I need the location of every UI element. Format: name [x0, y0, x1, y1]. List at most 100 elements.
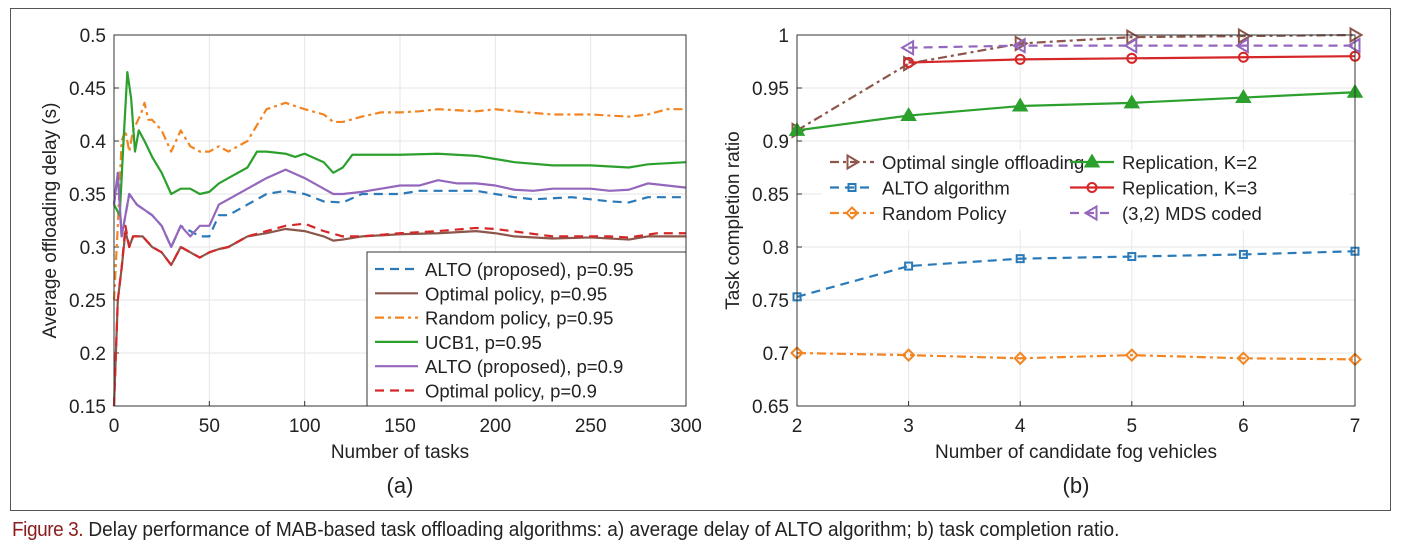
data-point-circle [903, 57, 915, 69]
series-2 [112, 101, 686, 301]
data-point-triangle-up [1011, 97, 1029, 112]
x-tick-label: 200 [479, 416, 511, 437]
series-5 [112, 222, 686, 407]
x-tick-label: 50 [199, 416, 220, 437]
legend-entry: Replication, K=3 [1122, 178, 1257, 199]
data-point-triangle-up [1235, 89, 1252, 104]
data-point-triangle-up [1123, 94, 1141, 109]
legend-entry: Replication, K=2 [1122, 152, 1257, 173]
data-point-diamond [845, 206, 859, 220]
y-tick-label: 0.65 [752, 397, 789, 418]
data-point-square [1127, 252, 1137, 262]
series-3 [788, 83, 1364, 136]
panel-label: (a) [387, 473, 414, 498]
y-tick-label: 1 [778, 26, 789, 47]
caption-label: Figure 3. [12, 518, 84, 541]
legend: ALTO (proposed), p=0.95 Optimal policy, p… [366, 251, 687, 407]
series-line [112, 168, 687, 249]
y-axis-label: Task completion ratio [723, 131, 744, 309]
y-tick-label: 0.75 [752, 291, 789, 312]
y-tick-label: 0.8 [763, 238, 789, 259]
axes-box [796, 34, 1356, 407]
x-tick-label: 5 [1127, 416, 1138, 437]
data-point-square [847, 183, 857, 192]
data-point-triangle-left [1346, 37, 1361, 54]
series-line [796, 33, 1356, 132]
chart-a: 0 50 100 150 200 250 300 0.15 0.2 0.25 0.3 0.35 0.4 0… [40, 26, 702, 498]
series-line [796, 351, 1356, 361]
x-tick-label: 6 [1238, 416, 1249, 437]
series-4 [112, 168, 687, 249]
data-point-triangle-right [846, 153, 861, 171]
series-line [113, 70, 687, 217]
data-point-square [1015, 254, 1025, 264]
y-tick-label: 0.95 [752, 79, 789, 100]
data-point-triangle-left [1011, 37, 1026, 54]
legend-entry: Optimal policy, p=0.95 [425, 283, 607, 304]
y-tick-label: 0.15 [69, 397, 106, 418]
caption-text: Delay performance of MAB-based task offl… [83, 518, 1120, 541]
legend-box [822, 150, 1350, 230]
series-4 [903, 50, 1361, 69]
figure: 0 50 100 150 200 250 300 0.15 0.2 0.25 0.3 0.35 0.4 0… [40, 26, 1364, 498]
x-tick-label: 100 [289, 416, 321, 437]
legend-entry: Random policy, p=0.95 [425, 308, 613, 329]
y-tick-label: 0.35 [69, 185, 106, 206]
series-line [908, 55, 1356, 64]
data-point-triangle-left [900, 39, 915, 56]
data-point-circle [1014, 53, 1026, 65]
data-point-diamond [1236, 351, 1251, 366]
data-point-diamond [901, 348, 916, 363]
legend-box [366, 251, 687, 407]
series-group [112, 70, 687, 407]
legend-entry: Optimal policy, p=0.9 [425, 381, 597, 402]
x-tick-label: 4 [1015, 416, 1026, 437]
data-point-triangle-left [1123, 37, 1138, 54]
data-point-circle [1126, 52, 1138, 64]
x-tick-label: 250 [575, 416, 607, 437]
series-line [796, 250, 1356, 298]
legend-entry: UCB1, p=0.95 [425, 332, 542, 353]
legend-entry: ALTO (proposed), p=0.9 [425, 356, 623, 377]
figure-caption: Figure 3. Delay performance of MAB-based… [12, 518, 1119, 542]
y-tick-label: 0.3 [80, 238, 106, 259]
y-tick-label: 0.7 [763, 344, 789, 365]
y-axis-label: Average offloading delay (s) [40, 103, 61, 339]
data-point-circle [1237, 51, 1249, 63]
y-tick-label: 0.9 [763, 132, 789, 153]
x-axis-label: Number of candidate fog vehicles [935, 442, 1217, 463]
x-axis-label: Number of tasks [331, 442, 469, 463]
x-tick-label: 2 [792, 416, 803, 437]
x-tick-label: 0 [109, 416, 120, 437]
y-tick-label: 0.5 [80, 26, 106, 47]
x-tick-label: 7 [1350, 416, 1361, 437]
data-point-triangle-left [1083, 204, 1098, 222]
series-5 [900, 37, 1361, 56]
legend-entry: Random Policy [882, 203, 1007, 224]
data-point-diamond [1124, 348, 1139, 363]
series-group [788, 26, 1364, 367]
data-point-triangle-left [1234, 37, 1249, 54]
x-tick-label: 300 [670, 416, 702, 437]
series-line [112, 222, 686, 407]
series-line [796, 91, 1356, 132]
data-point-circle [1086, 182, 1098, 193]
data-point-triangle-up [900, 107, 917, 122]
panel-label: (b) [1063, 473, 1090, 498]
chart-b: 2 3 4 5 6 7 0.65 0.7 0.75 0.8 0.85 0.9 0.95 1 Number o… [723, 26, 1364, 498]
series-line [112, 171, 686, 249]
y-tick-label: 0.25 [69, 291, 106, 312]
figure-frame [10, 8, 1391, 511]
y-tick-label: 0.4 [80, 132, 107, 153]
series-2 [790, 346, 1362, 367]
y-tick-label: 0.85 [752, 185, 789, 206]
legend-entry: (3,2) MDS coded [1122, 203, 1262, 224]
legend-entry: ALTO algorithm [882, 178, 1010, 199]
legend-entry: ALTO (proposed), p=0.95 [425, 259, 634, 280]
data-point-square [1238, 249, 1248, 259]
y-tick-label: 0.45 [69, 79, 106, 100]
x-tick-label: 3 [903, 416, 914, 437]
y-tick-label: 0.2 [80, 344, 106, 365]
data-point-triangle-right [1237, 27, 1252, 45]
series-line [112, 101, 686, 301]
